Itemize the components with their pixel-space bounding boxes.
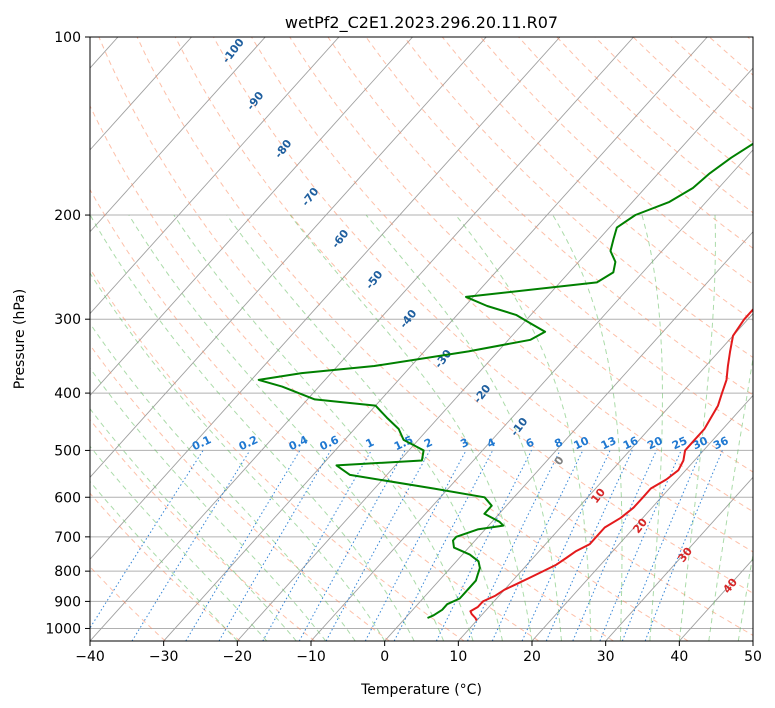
dry-adiabat-line [251,37,753,513]
isotherm-line [531,394,753,641]
y-tick-label: 800 [54,564,81,580]
x-tick-label: −10 [296,649,326,665]
y-tick-label: 1000 [45,621,81,637]
chart-title: wetPf2_C2E1.2023.296.20.11.R07 [285,13,558,33]
moist-adiabat-line [365,214,562,641]
isotherm-line [90,37,634,641]
dry-adiabat-line [90,104,614,641]
background-lines [90,37,775,641]
x-tick-label: 10 [449,649,467,665]
moist-adiabat-line [455,214,592,641]
y-tick-label: 500 [54,443,81,459]
moist-adiabat-line [708,355,753,641]
x-tick-label: 50 [744,649,762,665]
moist-adiabat-line [90,214,415,641]
mixing-ratio-line [298,450,406,641]
profiles [257,142,753,622]
isotherm-line [163,37,708,641]
dry-adiabat-line [136,37,753,636]
isotherm-line [90,37,266,233]
mixing-ratio-line [435,450,532,641]
mixing-ratio-line [90,450,204,629]
isotherm-line [457,312,753,641]
x-tick-label: −40 [75,649,105,665]
mixing-ratio-line [599,450,682,641]
y-axis-label: Pressure (hPa) [12,289,28,389]
dry-adiabat-line [90,188,540,641]
isotherm-line [90,37,413,397]
moist-adiabat-line [128,214,445,641]
dry-adiabat-line [480,37,753,285]
dry-adiabat-line [98,37,689,641]
moist-adiabat-line [289,214,533,641]
y-tick-label: 100 [54,30,81,46]
mixing-ratio-label: 13 [599,434,618,452]
moist-adiabat-line [90,445,268,641]
y-tick-label: 900 [54,594,81,610]
x-axis-label: Temperature (°C) [360,682,482,698]
moist-adiabat-line [552,214,623,641]
moist-adiabat-line [90,322,356,641]
axis-ticks: −40 −30 −20 −10 0 10 20 30 40 50 100 200 300 400 500 60… [45,30,762,665]
y-tick-label: 200 [54,208,81,224]
plot-background [90,37,753,641]
temperature-profile-line [469,308,753,622]
moist-adiabat-line [678,214,716,641]
mixing-ratio-label: 25 [670,434,689,452]
x-tick-label: −30 [149,649,179,665]
isotherm-line [90,37,487,478]
isotherm-line [310,149,753,641]
moist-adiabat-line [768,215,775,641]
plot-frame [89,36,754,642]
moist-adiabat-line [90,408,297,641]
x-tick-label: 40 [670,649,688,665]
moist-adiabat-line [90,367,327,641]
x-tick-label: −20 [223,649,253,665]
mixing-ratio-line [621,450,703,641]
mixing-ratio-line [644,450,723,641]
y-tick-label: 400 [54,386,81,402]
mixing-ratio-line [572,450,657,641]
isotherm-line [236,67,753,641]
mixing-ratio-label: 10 [572,434,592,452]
isotherm-line [90,37,340,315]
moist-adiabat-line [641,214,663,641]
y-tick-label: 700 [54,530,81,546]
isotherm-line [384,231,753,641]
dewpoint-profile-line [257,142,753,619]
x-tick-label: 0 [380,649,389,665]
dry-adiabat-line [90,418,316,641]
x-tick-label: 20 [523,649,541,665]
y-tick-label: 600 [54,490,81,506]
mixing-ratio-line [545,450,633,641]
dry-adiabat-line [90,344,390,641]
mixing-ratio-line [131,450,251,641]
dry-adiabat-line [90,267,465,641]
mixing-ratio-line [325,450,431,641]
mixing-ratio-line [262,450,372,641]
moist-adiabat-line [90,480,238,641]
y-tick-label: 300 [54,312,81,328]
isotherm-line [752,640,753,641]
mixing-ratio-label: 36 [711,434,731,452]
mixing-ratio-label: 16 [621,434,641,452]
dry-adiabat-line [212,37,753,553]
isotherm-line [90,37,561,560]
isotherm-line [605,476,753,641]
moist-adiabat-line [173,214,474,641]
moist-adiabat-line [226,214,503,641]
mixing-ratio-label: 20 [645,434,665,452]
x-tick-label: 30 [597,649,615,665]
dry-adiabat-line [90,492,241,641]
isotherm-line [90,37,192,151]
moist-adiabat-line [737,552,753,641]
